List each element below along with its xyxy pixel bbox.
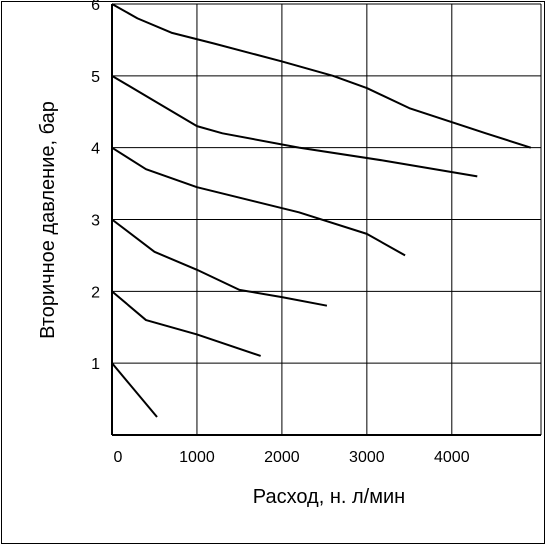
grid [112,3,542,435]
x-tick-label: 2000 [264,449,300,466]
x-tick-label: 3000 [349,449,385,466]
y-tick-label: 3 [91,213,100,230]
series-line-5 [111,290,261,357]
x-tick-label: 1000 [179,449,215,466]
y-tick-label: 2 [91,284,100,301]
y-tick-label: 5 [91,69,100,86]
series-line-2 [111,74,478,178]
y-tick-labels: 1 2 3 4 5 6 [91,0,100,373]
y-tick-label: 4 [91,141,100,158]
series-line-1 [111,3,532,149]
y-axis-title: Вторичное давление, бар [37,101,59,339]
x-tick-labels: 0 1000 2000 3000 4000 [114,449,470,466]
series-line-4 [111,218,328,307]
series-line-6 [111,362,158,418]
x-axis-title: Расход, н. л/мин [253,486,405,508]
x-tick-label: 4000 [434,449,470,466]
x-tick-label: 0 [114,449,123,466]
series-lines [111,3,532,418]
series-line-3 [111,146,406,257]
y-tick-label: 6 [91,0,100,14]
y-tick-label: 1 [91,356,100,373]
